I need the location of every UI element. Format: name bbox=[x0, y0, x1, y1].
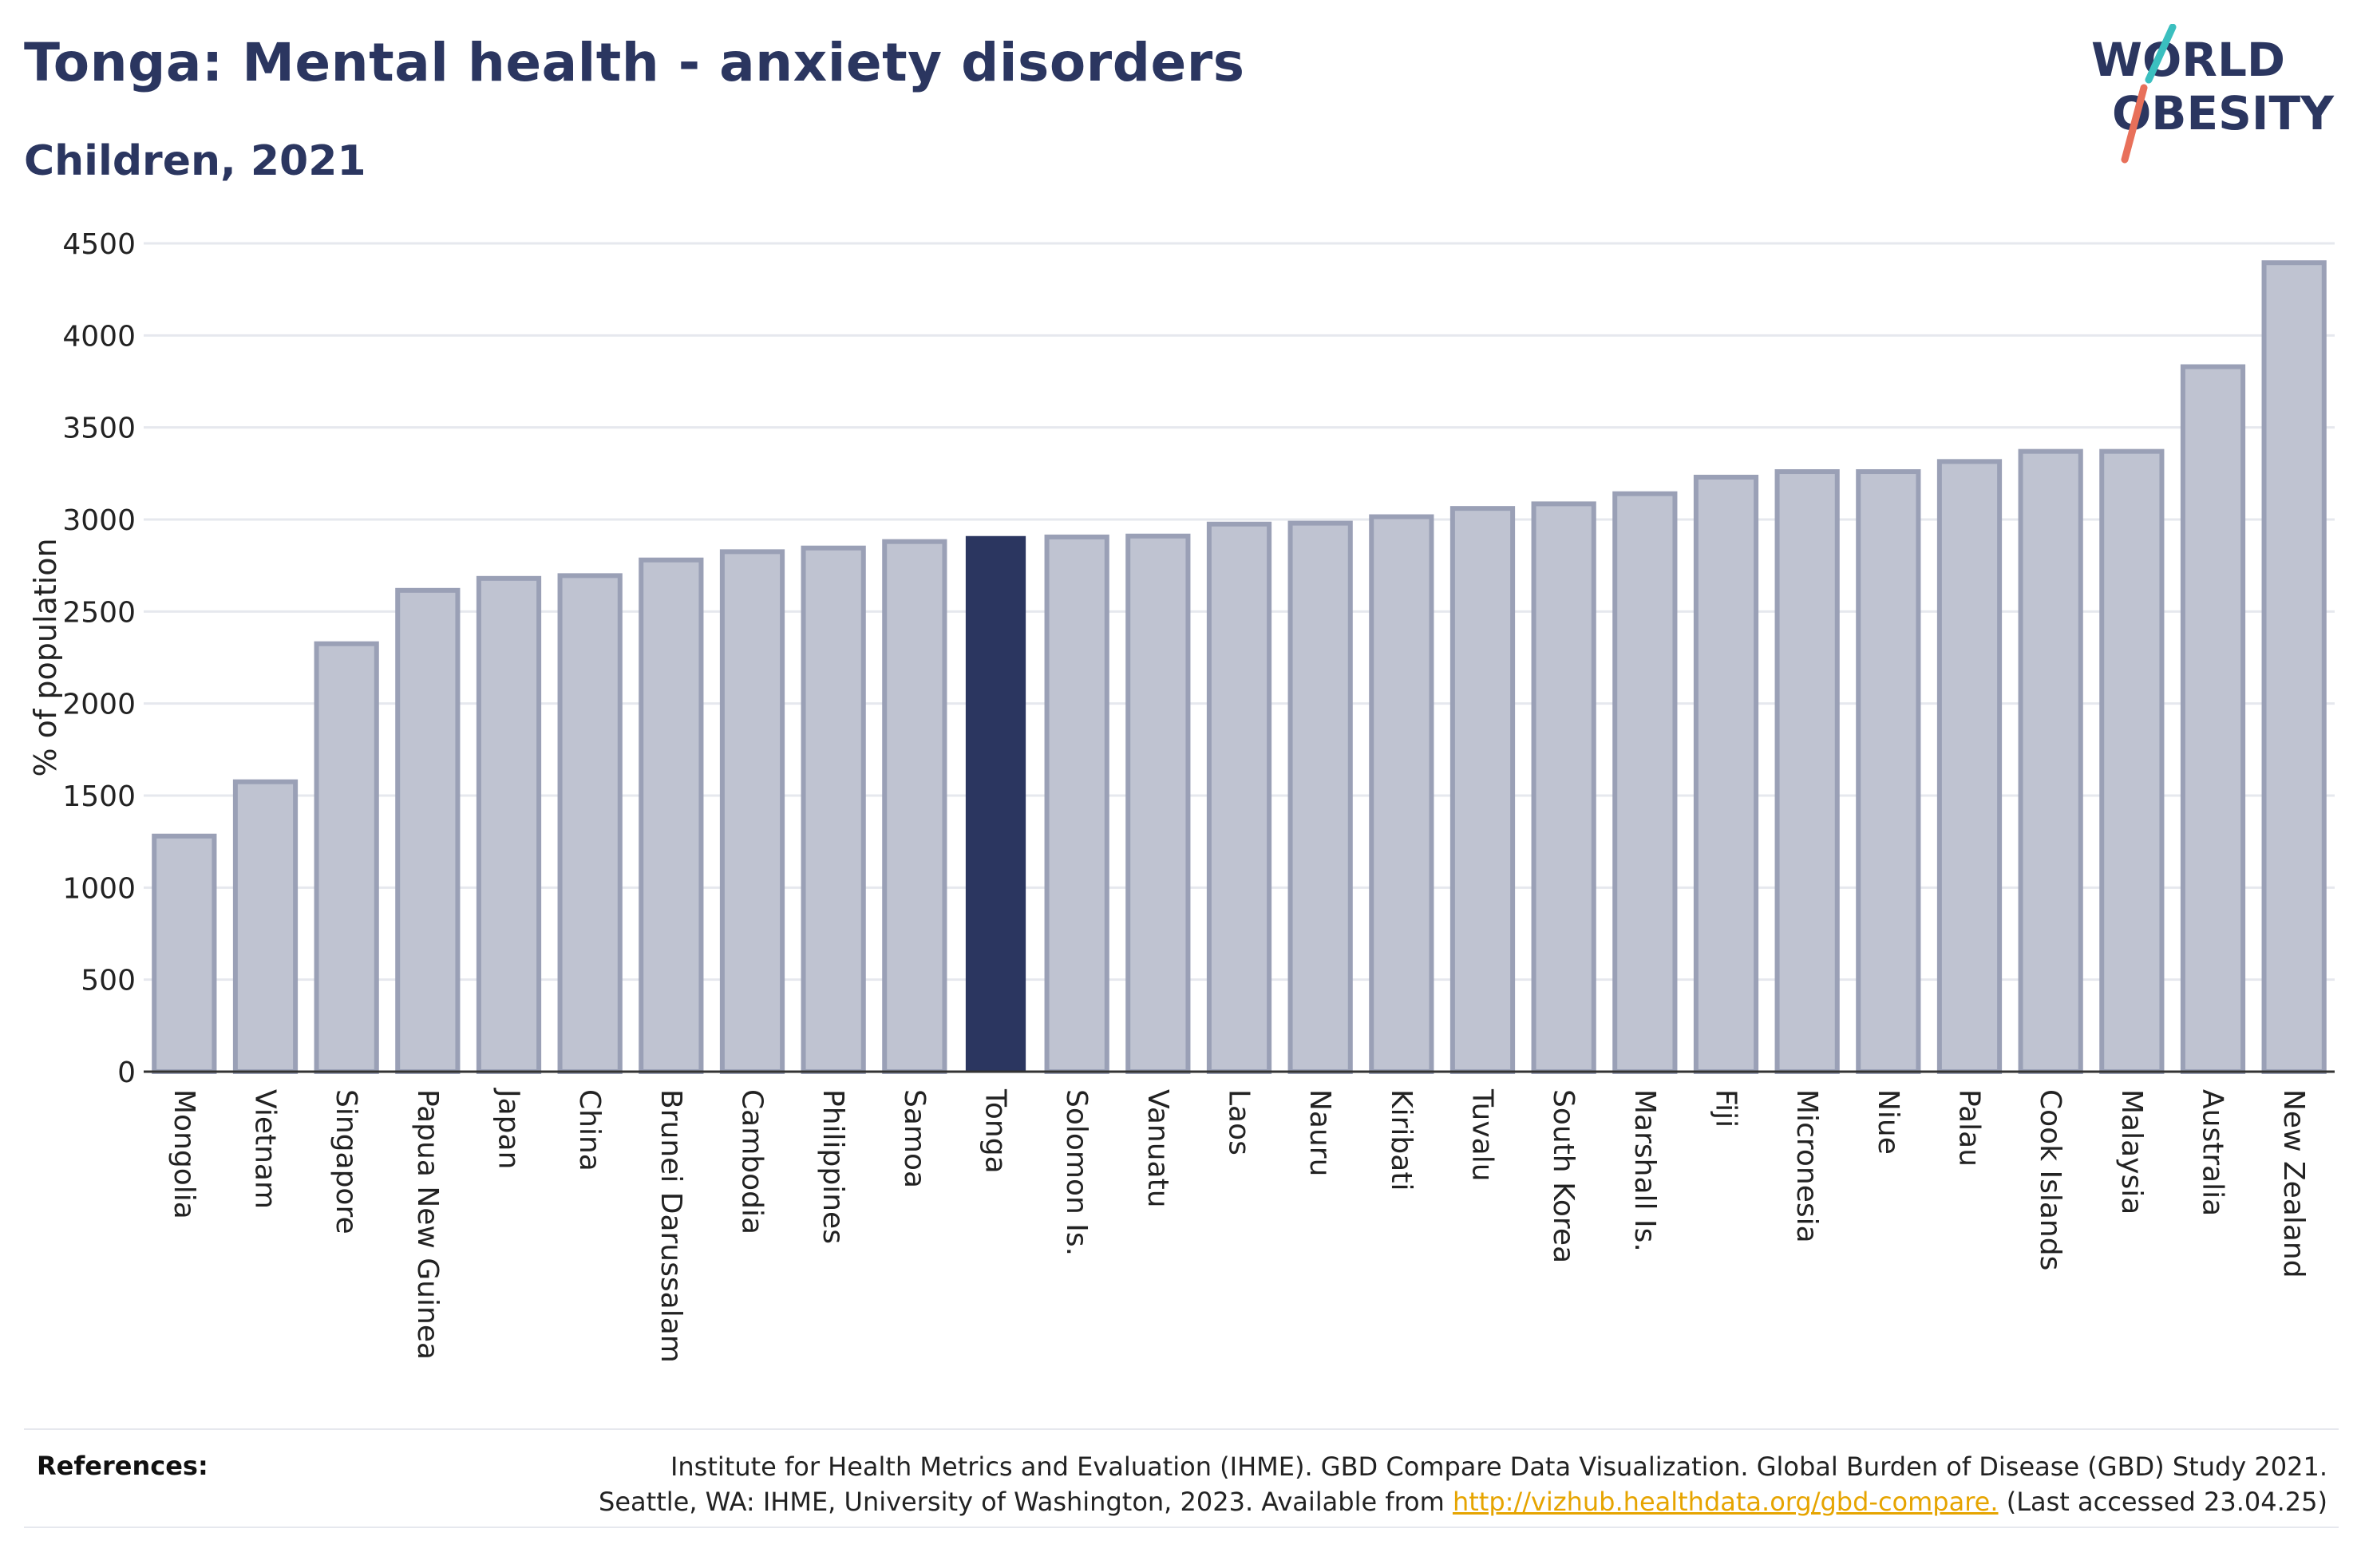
bar-singapore bbox=[314, 641, 379, 1074]
x-tick-label: Vietnam bbox=[249, 1089, 282, 1209]
y-tick-label: 4500 bbox=[62, 228, 136, 261]
x-tick-labels: Mongolia Vietnam Singapore Papua New Guinea… bbox=[168, 1088, 2310, 1363]
reference-line-2-prefix: Seattle, WA: IHME, University of Washing… bbox=[599, 1487, 1453, 1517]
y-tick-label: 3500 bbox=[62, 413, 136, 445]
x-tick-label: Papua New Guinea bbox=[411, 1089, 444, 1360]
y-tick-label: 1000 bbox=[62, 872, 136, 905]
logo-line2: OBESITY bbox=[2112, 86, 2335, 140]
x-tick-label: Laos bbox=[1223, 1089, 1256, 1155]
bar-tuvalu bbox=[1449, 506, 1516, 1074]
chart-subtitle: Children, 2021 bbox=[24, 137, 366, 185]
x-tick-label: Cook Islands bbox=[2034, 1089, 2066, 1270]
references-bottom-divider bbox=[24, 1527, 2339, 1528]
x-tick-label: Solomon Is. bbox=[1060, 1089, 1093, 1256]
x-tick-label: Malaysia bbox=[2115, 1089, 2148, 1215]
bar-marshall-is- bbox=[1612, 491, 1678, 1074]
x-tick-label: Philippines bbox=[817, 1089, 849, 1244]
x-tick-label: Micronesia bbox=[1790, 1089, 1823, 1243]
x-tick-label: Samoa bbox=[898, 1089, 931, 1188]
bar-cambodia bbox=[719, 549, 785, 1074]
bars bbox=[152, 260, 2327, 1075]
x-tick-label: Marshall Is. bbox=[1628, 1089, 1661, 1252]
logo-line1: WORLD bbox=[2091, 33, 2285, 87]
x-tick-label: China bbox=[573, 1089, 606, 1171]
y-tick-label: 1500 bbox=[62, 780, 136, 813]
x-tick-label: Singapore bbox=[330, 1089, 362, 1234]
world-obesity-logo: WORLD OBESITY bbox=[2091, 24, 2335, 164]
bar-mongolia bbox=[152, 833, 217, 1075]
references-text: Institute for Health Metrics and Evaluat… bbox=[599, 1449, 2327, 1519]
bar-japan bbox=[476, 575, 542, 1074]
bar-brunei-darussalam bbox=[639, 557, 704, 1074]
references-top-divider bbox=[24, 1428, 2339, 1430]
y-tick-label: 0 bbox=[117, 1057, 136, 1089]
reference-line-2-suffix: (Last accessed 23.04.25) bbox=[1998, 1487, 2327, 1517]
x-tick-label: Cambodia bbox=[736, 1089, 769, 1234]
y-tick-label: 500 bbox=[81, 965, 136, 997]
x-tick-label: Tonga bbox=[979, 1088, 1012, 1174]
reference-line-1: Institute for Health Metrics and Evaluat… bbox=[670, 1451, 2327, 1482]
x-tick-label: Vanuatu bbox=[1141, 1089, 1174, 1208]
x-tick-label: New Zealand bbox=[2277, 1089, 2310, 1278]
x-tick-label: Brunei Darussalam bbox=[655, 1089, 687, 1363]
bar-vanuatu bbox=[1125, 533, 1191, 1074]
bar-micronesia bbox=[1774, 469, 1840, 1074]
bar-nauru bbox=[1287, 520, 1353, 1074]
y-tick-label: 2500 bbox=[62, 596, 136, 629]
y-tick-labels: 0 500 1000 1500 2000 2500 3000 3500 4000 4500 bbox=[62, 228, 136, 1089]
y-tick-label: 4000 bbox=[62, 320, 136, 353]
bar-samoa bbox=[882, 539, 947, 1074]
bar-cook-islands bbox=[2018, 448, 2083, 1074]
bar-philippines bbox=[801, 545, 866, 1074]
x-tick-label: Kiribati bbox=[1385, 1089, 1418, 1191]
bar-fiji bbox=[1693, 474, 1759, 1074]
x-tick-label: Niue bbox=[1872, 1089, 1904, 1155]
bar-kiribati bbox=[1369, 514, 1434, 1074]
bar-china bbox=[557, 573, 623, 1074]
bar-vietnam bbox=[232, 779, 299, 1074]
bar-laos bbox=[1206, 521, 1272, 1074]
bar-papua-new-guinea bbox=[395, 587, 461, 1074]
bar-palau bbox=[1936, 459, 2003, 1074]
y-tick-label: 3000 bbox=[62, 504, 136, 537]
bar-tonga bbox=[965, 535, 1026, 1072]
reference-line-2: Seattle, WA: IHME, University of Washing… bbox=[599, 1484, 2327, 1519]
x-tick-label: Tuvalu bbox=[1466, 1088, 1499, 1182]
bar-new-zealand bbox=[2261, 260, 2327, 1075]
bar-malaysia bbox=[2099, 448, 2165, 1074]
x-tick-label: Mongolia bbox=[168, 1089, 200, 1219]
logo-slash-coral bbox=[2121, 84, 2148, 164]
x-tick-label: Fiji bbox=[1710, 1089, 1742, 1128]
bar-south-korea bbox=[1531, 501, 1596, 1074]
logo-slash-teal bbox=[2145, 24, 2177, 84]
y-tick-label: 2000 bbox=[62, 689, 136, 721]
references-label: References: bbox=[37, 1451, 208, 1481]
bar-chart: 0 500 1000 1500 2000 2500 3000 3500 4000 4500 Mon… bbox=[28, 228, 2335, 1363]
bar-solomon-is- bbox=[1044, 534, 1109, 1074]
bar-niue bbox=[1856, 469, 1921, 1074]
reference-link[interactable]: http://vizhub.healthdata.org/gbd-compare… bbox=[1452, 1487, 1999, 1517]
x-tick-label: Japan bbox=[492, 1088, 525, 1169]
x-tick-label: South Korea bbox=[1547, 1089, 1580, 1263]
chart-title: Tonga: Mental health - anxiety disorders bbox=[24, 32, 1245, 93]
x-tick-label: Australia bbox=[2197, 1089, 2229, 1216]
bar-australia bbox=[2180, 364, 2246, 1074]
y-axis-label: % of population bbox=[28, 538, 63, 776]
x-tick-label: Nauru bbox=[1303, 1089, 1336, 1176]
x-tick-label: Palau bbox=[1953, 1089, 1986, 1167]
